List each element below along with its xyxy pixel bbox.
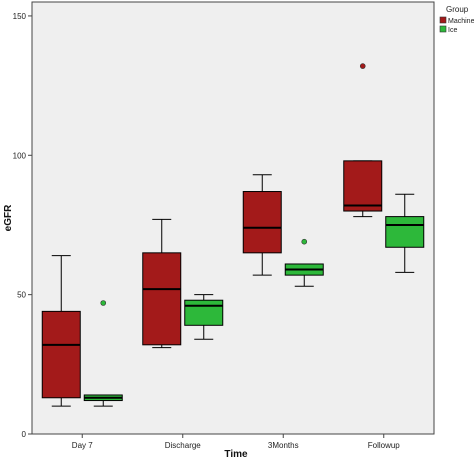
box-machine <box>142 252 182 346</box>
y-axis-title: eGFR <box>3 204 14 231</box>
y-axis: 0 50 100 150 <box>13 12 32 439</box>
x-tick-label: 3Months <box>268 441 299 450</box>
y-tick-label: 100 <box>13 151 27 160</box>
outlier-point <box>359 63 366 69</box>
legend: Group Machine Ice <box>439 5 474 34</box>
legend-label-machine: Machine <box>448 18 474 25</box>
plot-background <box>31 1 435 435</box>
box-machine <box>242 191 282 254</box>
box-ice <box>184 299 224 326</box>
x-tick-label: Discharge <box>165 441 202 450</box>
y-tick-label: 0 <box>22 430 27 439</box>
box-machine <box>41 310 81 399</box>
x-axis: Day 7 Discharge 3Months Followup <box>72 434 401 450</box>
y-tick-label: 150 <box>13 12 27 21</box>
box-machine <box>343 160 383 212</box>
box-ice <box>385 216 425 248</box>
outlier-point <box>100 300 107 306</box>
legend-swatch-machine <box>439 16 447 24</box>
x-tick-label: Day 7 <box>72 441 93 450</box>
x-axis-title: Time <box>224 449 248 460</box>
boxes-layer <box>41 63 425 407</box>
outlier-point <box>301 238 308 245</box>
legend-label-ice: Ice <box>448 27 457 34</box>
y-tick-label: 50 <box>17 291 26 300</box>
legend-title: Group <box>446 5 469 14</box>
x-tick-label: Followup <box>368 441 401 450</box>
legend-swatch-ice <box>439 25 447 33</box>
